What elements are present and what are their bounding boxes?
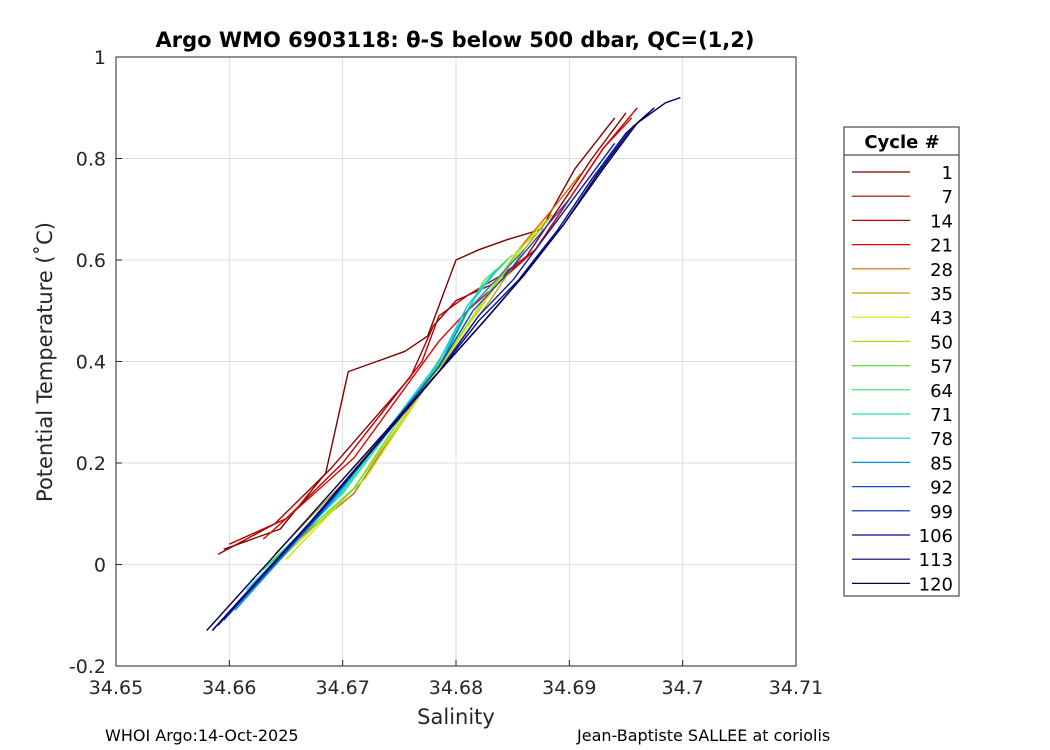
legend-label-14: 14 <box>930 211 953 232</box>
series-line-cycle-99 <box>217 142 616 626</box>
legend-label-99: 99 <box>930 502 953 523</box>
legend-label-35: 35 <box>930 284 953 305</box>
y-tick-label: -0.2 <box>69 656 106 678</box>
series-line-cycle-7 <box>217 112 627 556</box>
footer-right: Jean-Baptiste SALLEE at coriolis <box>576 726 830 745</box>
legend-label-64: 64 <box>930 381 953 402</box>
legend-label-85: 85 <box>930 453 953 474</box>
y-tick-label: 0.6 <box>76 250 106 272</box>
legend-label-120: 120 <box>919 574 953 595</box>
legend-label-28: 28 <box>930 260 953 281</box>
series-line-cycle-85 <box>234 249 525 611</box>
x-tick-label: 34.65 <box>89 677 143 699</box>
y-tick-label: 0.4 <box>76 352 106 374</box>
legend-label-71: 71 <box>930 405 953 426</box>
legend-label-106: 106 <box>919 526 953 547</box>
legend-label-50: 50 <box>930 332 953 353</box>
series-line-cycle-1 <box>223 117 616 550</box>
series-line-cycle-35 <box>274 213 553 555</box>
series-line-cycle-120 <box>206 96 681 631</box>
y-tick-label: 0.8 <box>76 149 106 171</box>
legend-box <box>843 126 960 597</box>
legend-label-7: 7 <box>942 187 953 208</box>
x-tick-label: 34.69 <box>542 677 596 699</box>
footer-left: WHOI Argo:14-Oct-2025 <box>105 726 299 745</box>
series-group <box>206 96 681 631</box>
y-tick-label: 0.2 <box>76 453 106 475</box>
x-axis-label: Salinity <box>417 705 495 729</box>
y-tick-label: 1 <box>94 47 106 69</box>
x-tick-label: 34.68 <box>429 677 483 699</box>
x-tick-label: 34.66 <box>202 677 256 699</box>
legend-label-78: 78 <box>930 429 953 450</box>
legend-label-113: 113 <box>919 550 953 571</box>
x-tick-label: 34.67 <box>315 677 369 699</box>
legend-label-57: 57 <box>930 357 953 378</box>
x-tick-label: 34.7 <box>662 677 704 699</box>
grid-lines <box>115 56 797 667</box>
legend-label-43: 43 <box>930 308 953 329</box>
legend-label-1: 1 <box>942 163 953 184</box>
y-tick-label: 0 <box>94 555 106 577</box>
series-line-cycle-21 <box>262 117 633 540</box>
chart-title: Argo WMO 6903118: θ-S below 500 dbar, QC… <box>156 28 755 52</box>
legend-title: Cycle # <box>864 132 939 153</box>
series-line-cycle-92 <box>223 198 570 621</box>
axis-ticks: 34.65 34.66 34.67 34.68 34.69 34.7 34.71 -0.2 0 0… <box>69 47 823 699</box>
y-axis-label: Potential Temperature (˚C) <box>33 222 57 502</box>
legend-items: 1 7 14 21 28 35 43 50 57 64 71 78 85 92 99 106 113 120 <box>852 163 953 595</box>
x-tick-label: 34.71 <box>769 677 823 699</box>
legend: Cycle # 17142128354350576471788592991061… <box>843 126 960 597</box>
legend-label-21: 21 <box>930 236 953 257</box>
legend-label-92: 92 <box>930 478 953 499</box>
